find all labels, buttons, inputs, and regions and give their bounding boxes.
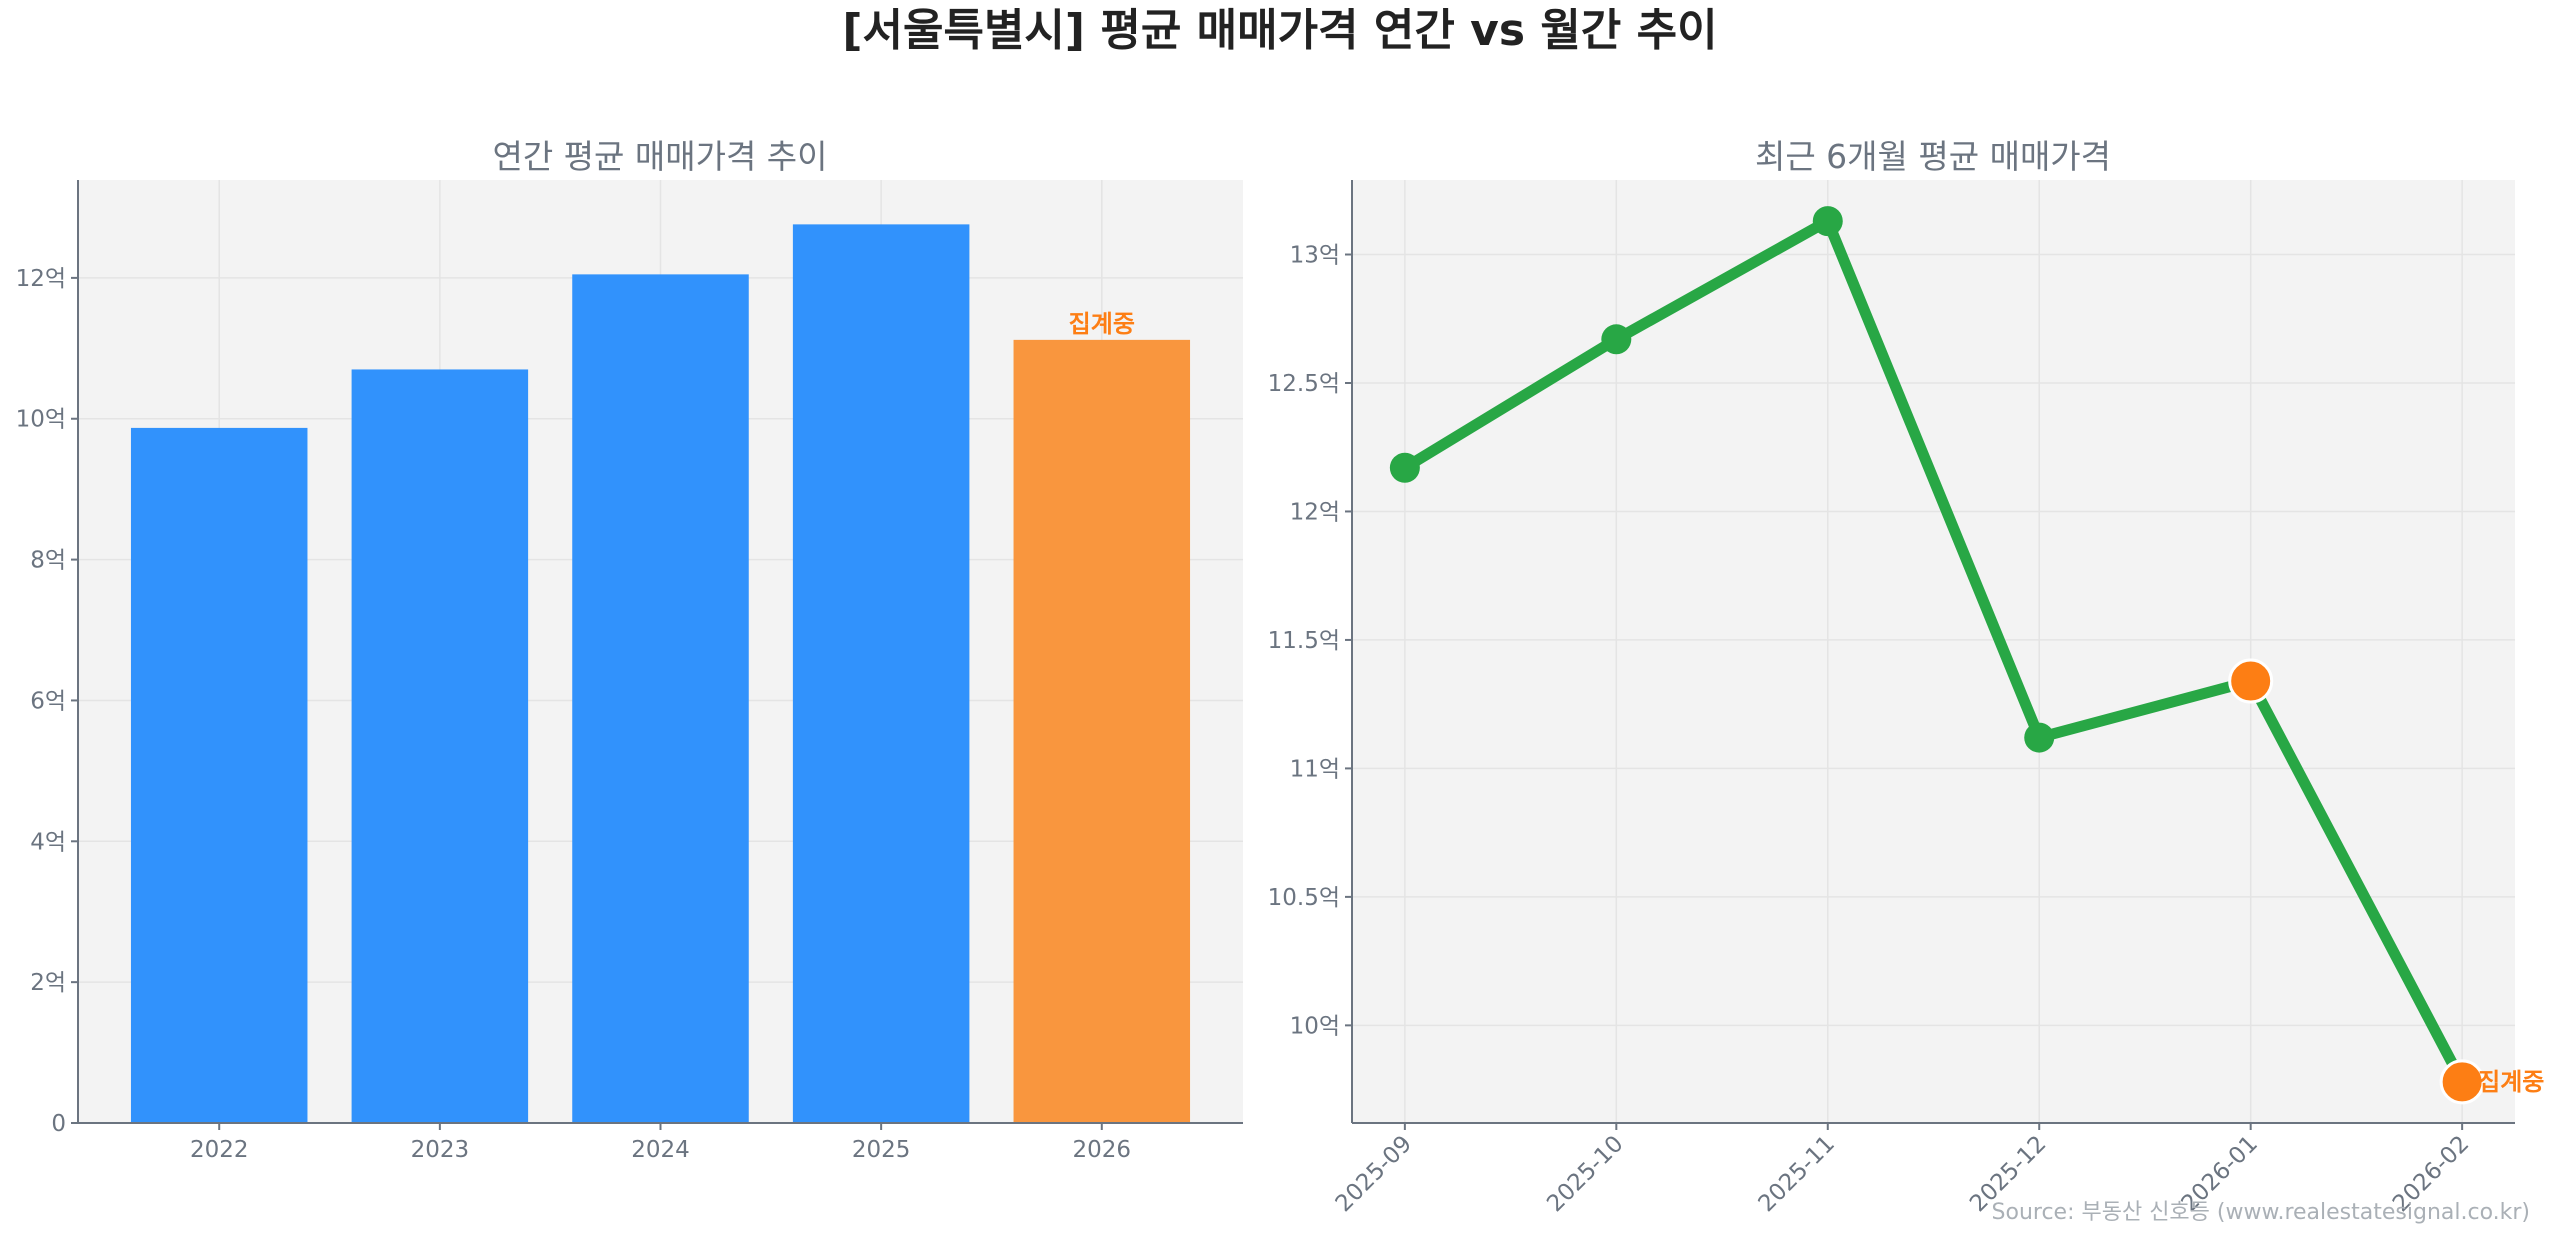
y-tick-label: 8억	[30, 548, 66, 574]
x-tick-label: 2023	[411, 1137, 470, 1163]
bar-2022	[130, 427, 308, 1123]
y-tick-label: 6억	[30, 688, 66, 714]
annotation-label: 집계중	[2478, 1068, 2544, 1096]
x-tick-label: 2025-10	[1542, 1131, 1628, 1217]
y-tick-label: 2억	[30, 970, 66, 996]
bar-2023	[351, 369, 529, 1124]
data-point-2025-12	[2024, 722, 2055, 753]
x-tick-label: 2025	[852, 1137, 911, 1163]
data-point-2026-01	[2228, 658, 2274, 704]
x-tick-label: 2026	[1073, 1137, 1132, 1163]
plot-area	[1352, 180, 2515, 1123]
y-tick-label: 13억	[1290, 243, 1340, 269]
series-line	[1402, 215, 2468, 1085]
bar-2025	[792, 224, 970, 1124]
right-chart-title: 최근 6개월 평균 매매가격	[1755, 137, 2111, 176]
x-tick-label: 2022	[190, 1137, 249, 1163]
y-tick-label: 11억	[1290, 756, 1340, 782]
y-tick-label: 10억	[1290, 1013, 1340, 1039]
data-point-2026-02	[2439, 1059, 2485, 1105]
annual-bar-chart: 연간 평균 매매가격 추이 0 2억 4억 6억 8억 10억 12억 2022 2023 202…	[16, 137, 1243, 1163]
x-tick-label: 2025-11	[1754, 1131, 1840, 1217]
main-title: [서울특별시] 평균 매매가격 연간 vs 월간 추이	[842, 5, 1717, 56]
left-chart-title: 연간 평균 매매가격 추이	[492, 137, 827, 176]
bar-2026	[1013, 339, 1191, 1123]
y-tick-label: 12억	[1290, 499, 1340, 525]
y-tick-label: 12억	[16, 266, 66, 292]
y-tick-label: 11.5억	[1268, 628, 1340, 654]
y-tick-label: 4억	[30, 829, 66, 855]
x-tick-label: 2025-09	[1331, 1131, 1417, 1217]
annotation-label: 집계중	[1069, 310, 1135, 338]
data-point-2025-09	[1389, 452, 1420, 483]
bar-2024	[572, 274, 749, 1123]
data-point-2025-10	[1601, 324, 1632, 355]
y-tick-label: 0	[51, 1111, 66, 1137]
y-tick-label: 10.5억	[1268, 885, 1340, 911]
monthly-line-chart: 최근 6개월 평균 매매가격 10억 10.5억 11억 11.5억 12억 12.5억 1…	[1268, 137, 2545, 1217]
y-tick-label: 10억	[16, 407, 66, 433]
x-tick-label: 2024	[631, 1137, 690, 1163]
source-note: Source: 부동산 신호등 (www.realestatesignal.co…	[1992, 1200, 2530, 1225]
y-tick-label: 12.5억	[1268, 371, 1340, 397]
data-point-2025-11	[1812, 206, 1843, 237]
